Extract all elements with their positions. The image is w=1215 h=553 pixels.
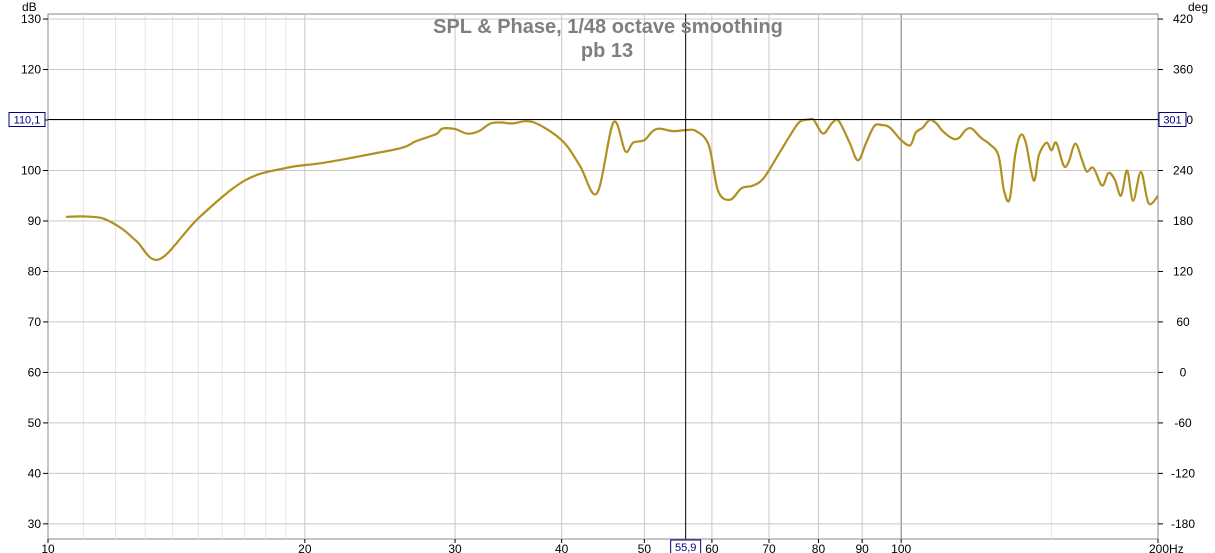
x-tick-label: 70 <box>762 542 776 553</box>
y2-tick-label: 0 <box>1180 365 1187 379</box>
cursor-x-readout: 55,9 <box>675 542 696 553</box>
x-tick-label: 20 <box>298 542 312 553</box>
y2-tick-label: 120 <box>1173 264 1193 278</box>
right-axis-unit: deg <box>1188 0 1208 14</box>
y-tick-label: 100 <box>21 163 41 177</box>
y2-tick-label: -60 <box>1174 416 1192 430</box>
y-tick-label: 90 <box>28 214 42 228</box>
cursor-crosshair[interactable]: 55,9 110,1 301 <box>8 14 1187 553</box>
y-tick-label: 120 <box>21 63 41 77</box>
cursor-y2-readout-box <box>1158 112 1187 128</box>
y2-tick-label: 360 <box>1173 63 1193 77</box>
gridlines <box>48 14 1158 539</box>
chart-subtitle: pb 13 <box>581 40 633 62</box>
y2-tick-label: 240 <box>1173 163 1193 177</box>
x-tick-label: 60 <box>705 542 719 553</box>
x-tick-label: 50 <box>638 542 652 553</box>
series-layer <box>66 117 1159 261</box>
x-tick-label: 30 <box>448 542 462 553</box>
y2-axis-ticks: -180-120-60060120180240300360420 <box>1158 12 1195 531</box>
plot-background <box>47 13 1159 540</box>
x-tick-label: 10 <box>41 542 55 553</box>
x-tick-label: 100 <box>891 542 911 553</box>
cursor-y2-readout: 301 <box>1163 115 1181 127</box>
y2-tick-label: -120 <box>1171 466 1195 480</box>
y2-tick-label: -180 <box>1171 517 1195 531</box>
cursor-x-readout-box <box>670 539 702 553</box>
x-tick-label: 90 <box>855 542 869 553</box>
y-tick-label: 30 <box>28 517 42 531</box>
spl-series-line <box>66 117 1159 261</box>
y-tick-label: 80 <box>28 264 42 278</box>
x-axis-ticks: 10 20 30 40 50 60 70 80 90 100 200Hz <box>41 539 1184 553</box>
left-axis-unit: dB <box>22 0 37 14</box>
cursor-y-readout-box <box>8 112 46 128</box>
y-tick-label: 40 <box>28 466 42 480</box>
x-tick-label: 200Hz <box>1149 542 1184 553</box>
y2-tick-label: 420 <box>1173 12 1193 26</box>
y-tick-label: 70 <box>28 315 42 329</box>
y-tick-label: 50 <box>28 416 42 430</box>
y2-tick-label: 60 <box>1176 315 1190 329</box>
y2-tick-label: 180 <box>1173 214 1193 228</box>
y-tick-label: 130 <box>21 12 41 26</box>
x-tick-label: 40 <box>555 542 569 553</box>
y-axis-ticks: 30405060708090100110120130 <box>21 12 48 531</box>
y-tick-label: 60 <box>28 365 42 379</box>
cursor-y-readout: 110,1 <box>14 115 41 127</box>
chart-title: SPL & Phase, 1/48 octave smoothing <box>433 16 783 38</box>
x-tick-label: 80 <box>812 542 826 553</box>
